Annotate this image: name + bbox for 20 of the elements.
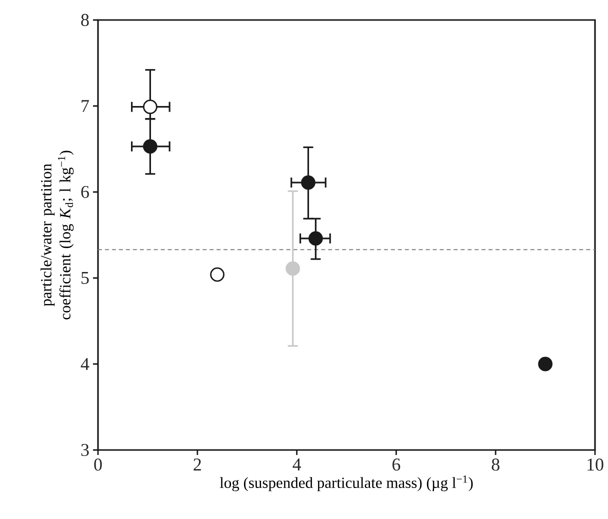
point — [301, 175, 316, 190]
point — [538, 356, 553, 372]
y-tick-label: 7 — [82, 100, 89, 112]
x-tick-label: 2 — [194, 458, 201, 470]
y-tick-label: 3 — [81, 444, 89, 456]
y-tick-label: 6 — [81, 186, 89, 198]
point — [210, 267, 224, 282]
point — [286, 261, 300, 276]
y-tick-label: 4 — [80, 358, 90, 370]
y-tick-label: 5 — [82, 272, 89, 284]
point — [308, 231, 323, 246]
point — [142, 100, 158, 114]
x-tick-label: 6 — [392, 458, 400, 471]
y-tick-label: 8 — [81, 14, 89, 26]
x-tick-label: 10 — [588, 458, 604, 471]
x-tick-label: 8 — [492, 458, 500, 471]
point — [142, 139, 158, 154]
x-axis-title: log (suspended particulate mass) (µg l$^{−1}$) — [220, 476, 473, 492]
x-tick-label: 0 — [94, 458, 102, 471]
x-tick-label: 4 — [292, 458, 302, 470]
